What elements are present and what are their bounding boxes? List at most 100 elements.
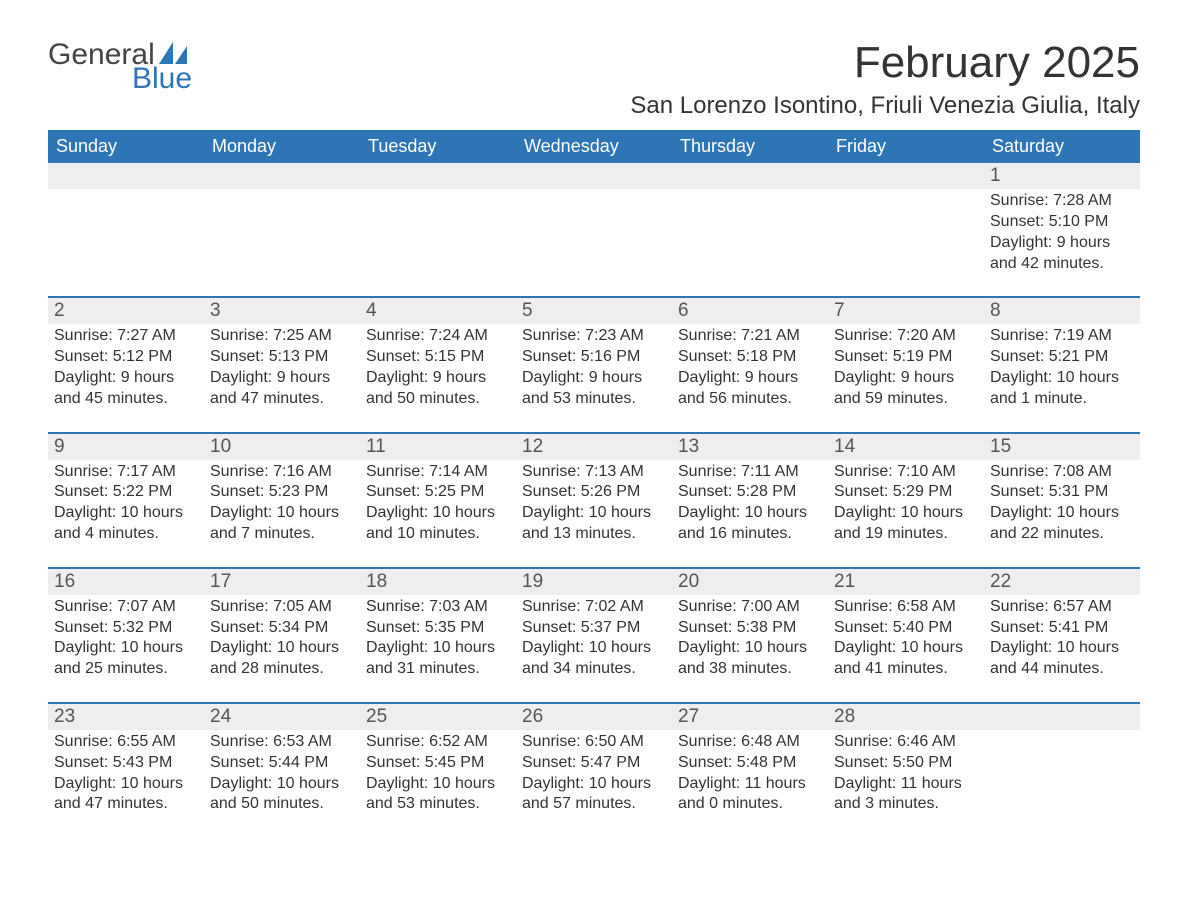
day-body: Sunrise: 6:48 AMSunset: 5:48 PMDaylight:… [672,730,828,837]
daylight-line: Daylight: 9 hours and 50 minutes. [366,368,510,410]
day-number [48,163,204,189]
sunrise-line: Sunrise: 7:10 AM [834,462,978,483]
calendar: SundayMondayTuesdayWednesdayThursdayFrid… [48,130,1140,837]
daynum-row: 2345678 [48,298,1140,324]
day-number: 1 [984,163,1140,189]
day-body: Sunrise: 7:24 AMSunset: 5:15 PMDaylight:… [360,324,516,431]
sunset-line: Sunset: 5:47 PM [522,753,666,774]
sunrise-line: Sunrise: 7:02 AM [522,597,666,618]
day-header: Tuesday [360,130,516,163]
daylight-line: Daylight: 10 hours and 38 minutes. [678,638,822,680]
daylight-line: Daylight: 11 hours and 0 minutes. [678,774,822,816]
day-number: 17 [204,569,360,595]
day-number: 6 [672,298,828,324]
daylight-line: Daylight: 10 hours and 19 minutes. [834,503,978,545]
daybody-row: Sunrise: 6:55 AMSunset: 5:43 PMDaylight:… [48,730,1140,837]
sunset-line: Sunset: 5:50 PM [834,753,978,774]
daylight-line: Daylight: 10 hours and 34 minutes. [522,638,666,680]
sunset-line: Sunset: 5:12 PM [54,347,198,368]
sunset-line: Sunset: 5:37 PM [522,618,666,639]
day-number: 8 [984,298,1140,324]
daylight-line: Daylight: 9 hours and 45 minutes. [54,368,198,410]
sunrise-line: Sunrise: 7:16 AM [210,462,354,483]
sunrise-line: Sunrise: 7:11 AM [678,462,822,483]
sunrise-line: Sunrise: 6:52 AM [366,732,510,753]
sunset-line: Sunset: 5:34 PM [210,618,354,639]
day-number [828,163,984,189]
day-number: 4 [360,298,516,324]
week-row: 232425262728Sunrise: 6:55 AMSunset: 5:43… [48,702,1140,837]
daylight-line: Daylight: 10 hours and 16 minutes. [678,503,822,545]
sunrise-line: Sunrise: 7:03 AM [366,597,510,618]
day-number: 2 [48,298,204,324]
sunrise-line: Sunrise: 7:08 AM [990,462,1134,483]
sunset-line: Sunset: 5:48 PM [678,753,822,774]
daylight-line: Daylight: 10 hours and 57 minutes. [522,774,666,816]
sunset-line: Sunset: 5:31 PM [990,482,1134,503]
location-subtitle: San Lorenzo Isontino, Friuli Venezia Giu… [630,92,1140,120]
day-body: Sunrise: 7:27 AMSunset: 5:12 PMDaylight:… [48,324,204,431]
day-body: Sunrise: 6:57 AMSunset: 5:41 PMDaylight:… [984,595,1140,702]
day-body: Sunrise: 7:19 AMSunset: 5:21 PMDaylight:… [984,324,1140,431]
day-body: Sunrise: 7:00 AMSunset: 5:38 PMDaylight:… [672,595,828,702]
day-number: 15 [984,434,1140,460]
sunset-line: Sunset: 5:19 PM [834,347,978,368]
day-body: Sunrise: 7:08 AMSunset: 5:31 PMDaylight:… [984,460,1140,567]
sunrise-line: Sunrise: 7:14 AM [366,462,510,483]
day-number: 12 [516,434,672,460]
daylight-line: Daylight: 10 hours and 28 minutes. [210,638,354,680]
daylight-line: Daylight: 9 hours and 56 minutes. [678,368,822,410]
sunset-line: Sunset: 5:15 PM [366,347,510,368]
day-number: 19 [516,569,672,595]
sunset-line: Sunset: 5:38 PM [678,618,822,639]
daylight-line: Daylight: 10 hours and 1 minute. [990,368,1134,410]
daylight-line: Daylight: 10 hours and 53 minutes. [366,774,510,816]
daynum-row: 16171819202122 [48,569,1140,595]
day-header-row: SundayMondayTuesdayWednesdayThursdayFrid… [48,130,1140,163]
daylight-line: Daylight: 10 hours and 50 minutes. [210,774,354,816]
day-number [516,163,672,189]
sunrise-line: Sunrise: 7:19 AM [990,326,1134,347]
sunrise-line: Sunrise: 7:25 AM [210,326,354,347]
daylight-line: Daylight: 10 hours and 22 minutes. [990,503,1134,545]
day-body [48,189,204,296]
day-body [672,189,828,296]
day-body: Sunrise: 7:20 AMSunset: 5:19 PMDaylight:… [828,324,984,431]
day-body: Sunrise: 6:58 AMSunset: 5:40 PMDaylight:… [828,595,984,702]
sunset-line: Sunset: 5:13 PM [210,347,354,368]
sunrise-line: Sunrise: 6:53 AM [210,732,354,753]
day-number: 14 [828,434,984,460]
day-number: 10 [204,434,360,460]
day-body: Sunrise: 7:02 AMSunset: 5:37 PMDaylight:… [516,595,672,702]
daylight-line: Daylight: 10 hours and 7 minutes. [210,503,354,545]
sunset-line: Sunset: 5:45 PM [366,753,510,774]
sunset-line: Sunset: 5:41 PM [990,618,1134,639]
day-number: 24 [204,704,360,730]
daylight-line: Daylight: 10 hours and 4 minutes. [54,503,198,545]
day-number: 11 [360,434,516,460]
sunset-line: Sunset: 5:43 PM [54,753,198,774]
sunrise-line: Sunrise: 7:23 AM [522,326,666,347]
sunset-line: Sunset: 5:35 PM [366,618,510,639]
brand-blue: Blue [132,64,192,94]
daybody-row: Sunrise: 7:27 AMSunset: 5:12 PMDaylight:… [48,324,1140,431]
day-body: Sunrise: 6:52 AMSunset: 5:45 PMDaylight:… [360,730,516,837]
day-body: Sunrise: 7:28 AMSunset: 5:10 PMDaylight:… [984,189,1140,296]
day-number: 21 [828,569,984,595]
day-body: Sunrise: 7:25 AMSunset: 5:13 PMDaylight:… [204,324,360,431]
sunset-line: Sunset: 5:40 PM [834,618,978,639]
day-body [360,189,516,296]
sunset-line: Sunset: 5:18 PM [678,347,822,368]
sunrise-line: Sunrise: 6:57 AM [990,597,1134,618]
sunrise-line: Sunrise: 6:58 AM [834,597,978,618]
sunrise-line: Sunrise: 7:17 AM [54,462,198,483]
day-number: 28 [828,704,984,730]
daylight-line: Daylight: 11 hours and 3 minutes. [834,774,978,816]
day-body [828,189,984,296]
day-number: 7 [828,298,984,324]
daylight-line: Daylight: 10 hours and 41 minutes. [834,638,978,680]
daylight-line: Daylight: 10 hours and 10 minutes. [366,503,510,545]
brand-logo: General Blue [48,40,192,94]
day-body: Sunrise: 7:03 AMSunset: 5:35 PMDaylight:… [360,595,516,702]
sunrise-line: Sunrise: 7:24 AM [366,326,510,347]
